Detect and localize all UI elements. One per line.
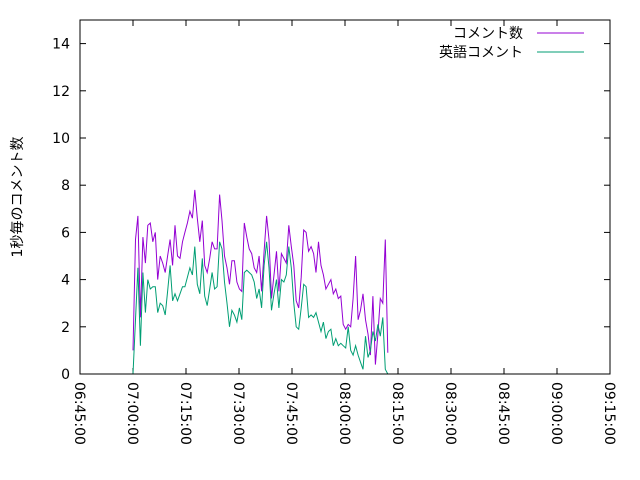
legend-label-2: 英語コメント bbox=[439, 44, 523, 61]
y-tick-label: 0 bbox=[61, 367, 70, 383]
series-line-1 bbox=[132, 189, 389, 365]
plot-frame bbox=[79, 19, 611, 375]
x-tick-label: 06:45:00 bbox=[71, 382, 87, 445]
x-tick-label: 09:15:00 bbox=[601, 382, 617, 445]
y-tick-label: 10 bbox=[52, 131, 70, 147]
y-axis-label: 1秒毎のコメント数 bbox=[10, 137, 26, 258]
x-tick-label: 08:15:00 bbox=[389, 382, 405, 445]
x-tick-label: 08:00:00 bbox=[336, 382, 352, 445]
y-tick-label: 8 bbox=[61, 178, 70, 194]
x-tick-label: 09:00:00 bbox=[548, 382, 564, 445]
x-tick-label: 07:30:00 bbox=[230, 382, 246, 445]
series-layer bbox=[132, 189, 389, 375]
x-tick-label: 08:45:00 bbox=[495, 382, 511, 445]
x-tick-label: 08:30:00 bbox=[442, 382, 458, 445]
x-tick-label: 07:00:00 bbox=[124, 382, 140, 445]
series-line-2 bbox=[132, 241, 389, 375]
y-tick-label: 6 bbox=[61, 225, 70, 241]
y-tick-label: 4 bbox=[61, 273, 70, 289]
x-tick-label: 07:45:00 bbox=[283, 382, 299, 445]
x-tick-label: 07:15:00 bbox=[177, 382, 193, 445]
legend-label-1: コメント数 bbox=[453, 26, 523, 42]
y-tick-label: 14 bbox=[52, 37, 70, 53]
y-tick-label: 12 bbox=[52, 84, 70, 100]
y-tick-label: 2 bbox=[61, 320, 70, 336]
